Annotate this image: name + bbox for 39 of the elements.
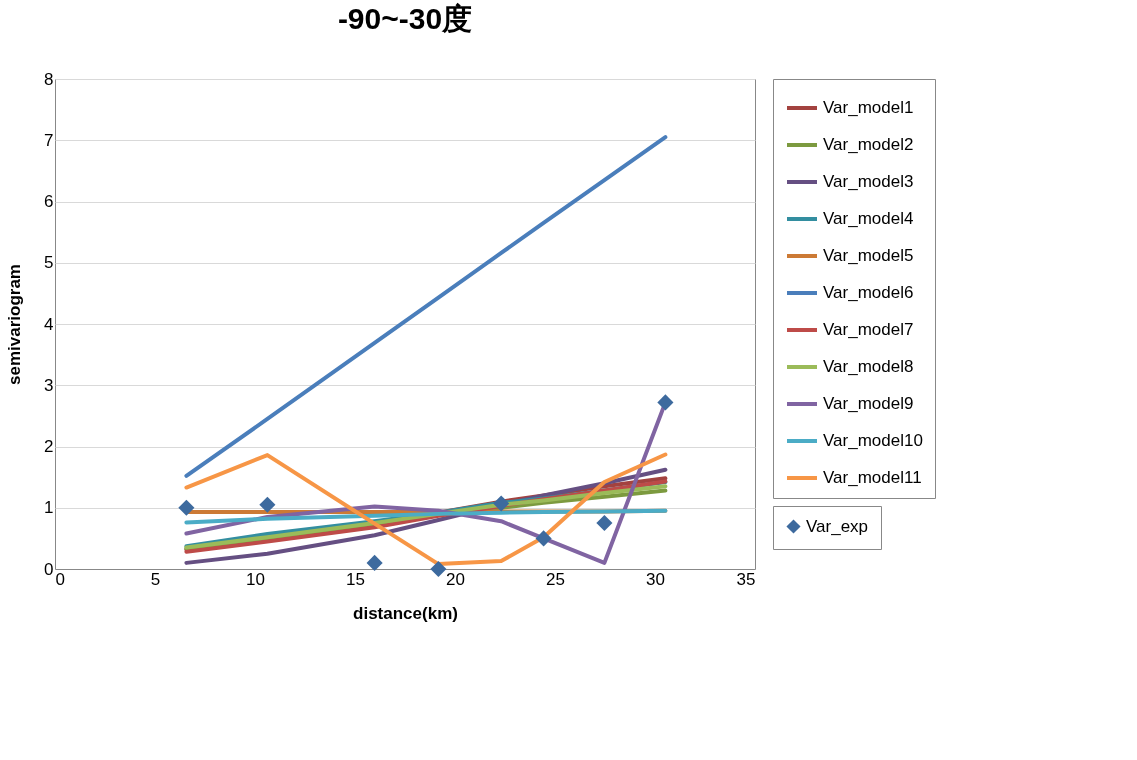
point — [657, 394, 674, 411]
point — [430, 560, 447, 578]
chart-title: -90~-30度 — [337, 2, 473, 35]
legend-label: Var_model6 — [823, 283, 914, 302]
x-tick-label: 10 — [246, 569, 265, 589]
legend-label: Var_model11 — [823, 468, 922, 487]
y-tick-label: 4 — [44, 314, 54, 334]
y-tick-label: 2 — [44, 437, 54, 456]
legend-label: Var_model10 — [823, 431, 923, 450]
legend-label: Var_model9 — [823, 394, 914, 413]
legend-label: Var_model2 — [823, 135, 914, 154]
point — [259, 496, 276, 513]
y-tick-label: 5 — [44, 253, 54, 273]
x-axis-title: distance(km) — [353, 603, 458, 623]
x-tick-label: 20 — [446, 569, 465, 589]
line-series — [184, 135, 668, 478]
point — [535, 530, 552, 547]
x-tick-label: 30 — [646, 569, 665, 589]
x-tick-label: 25 — [546, 569, 565, 589]
y-tick-label: 6 — [44, 192, 54, 211]
legend-label: Var_model4 — [823, 209, 914, 228]
x-tick-label: 15 — [346, 569, 365, 589]
y-tick-label: 7 — [44, 130, 54, 150]
point — [493, 495, 510, 512]
y-tick-label: 1 — [44, 498, 54, 518]
y-tick-label: 8 — [44, 69, 54, 89]
legend-label: Var_model8 — [823, 357, 914, 376]
legend-label: Var_model7 — [823, 320, 914, 339]
point — [366, 554, 383, 571]
y-axis-title: semivariogram — [5, 264, 25, 385]
x-tick-label: 5 — [150, 569, 161, 589]
legend-label: Var_model1 — [823, 98, 914, 117]
legend-label: Var_exp — [806, 516, 869, 536]
point — [596, 515, 613, 532]
point — [178, 499, 195, 516]
x-tick-label: 35 — [736, 569, 756, 589]
y-tick-label: 3 — [44, 375, 54, 395]
legend-label: Var_model5 — [823, 246, 914, 265]
legend-label: Var_model3 — [823, 172, 914, 191]
